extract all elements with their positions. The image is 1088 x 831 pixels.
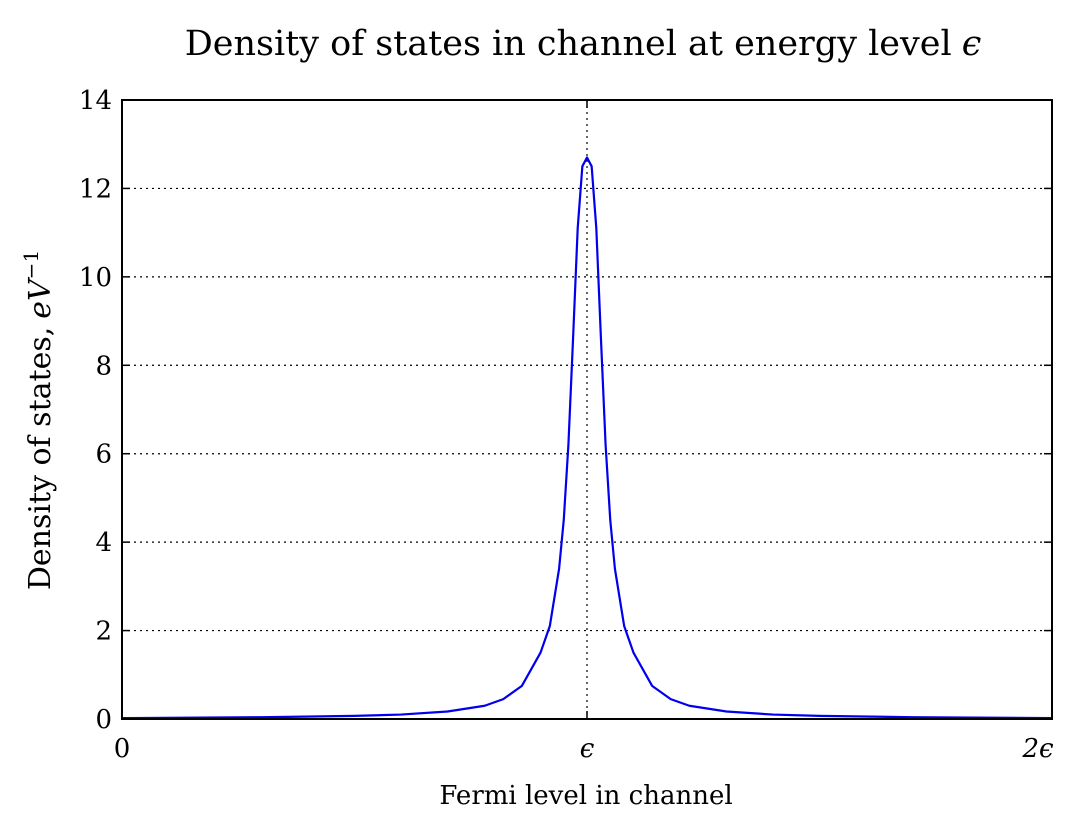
chart-title-text: Density of states in channel at energy l… [185,24,952,64]
y-tick-label: 4 [95,528,112,558]
chart-title-symbol: ϵ [962,24,982,64]
x-tick-label: 2ϵ [1021,734,1054,764]
plot-frame [121,99,1053,720]
x-tick-labels: 0 ϵ 2ϵ [114,734,1054,764]
chart-title: Density of states in channel at energy l… [185,24,982,64]
grid-lines [122,100,1052,719]
x-tick-label: 0 [114,734,131,764]
y-tick-label: 14 [79,86,112,116]
y-axis-label-text: Density of states, [23,327,58,590]
y-tick-label: 10 [79,263,112,293]
series-layer [121,156,1053,720]
y-axis-label-exponent: −1 [19,250,43,279]
y-axis-label-unit: eV [23,276,58,319]
y-tick-label: 12 [79,174,112,204]
y-tick-label: 8 [95,351,112,381]
y-axis-label: Density of states, eV−1 [19,250,58,590]
x-tick-label: ϵ [580,734,595,764]
y-tick-label: 6 [95,440,112,470]
tick-marks [121,99,1053,720]
x-axis-label: Fermi level in channel [439,781,732,811]
dos-series-line [121,156,1053,720]
y-tick-label: 2 [95,617,112,647]
y-tick-label: 0 [95,705,112,735]
y-tick-labels: 0 2 4 6 8 10 12 14 [79,86,112,735]
